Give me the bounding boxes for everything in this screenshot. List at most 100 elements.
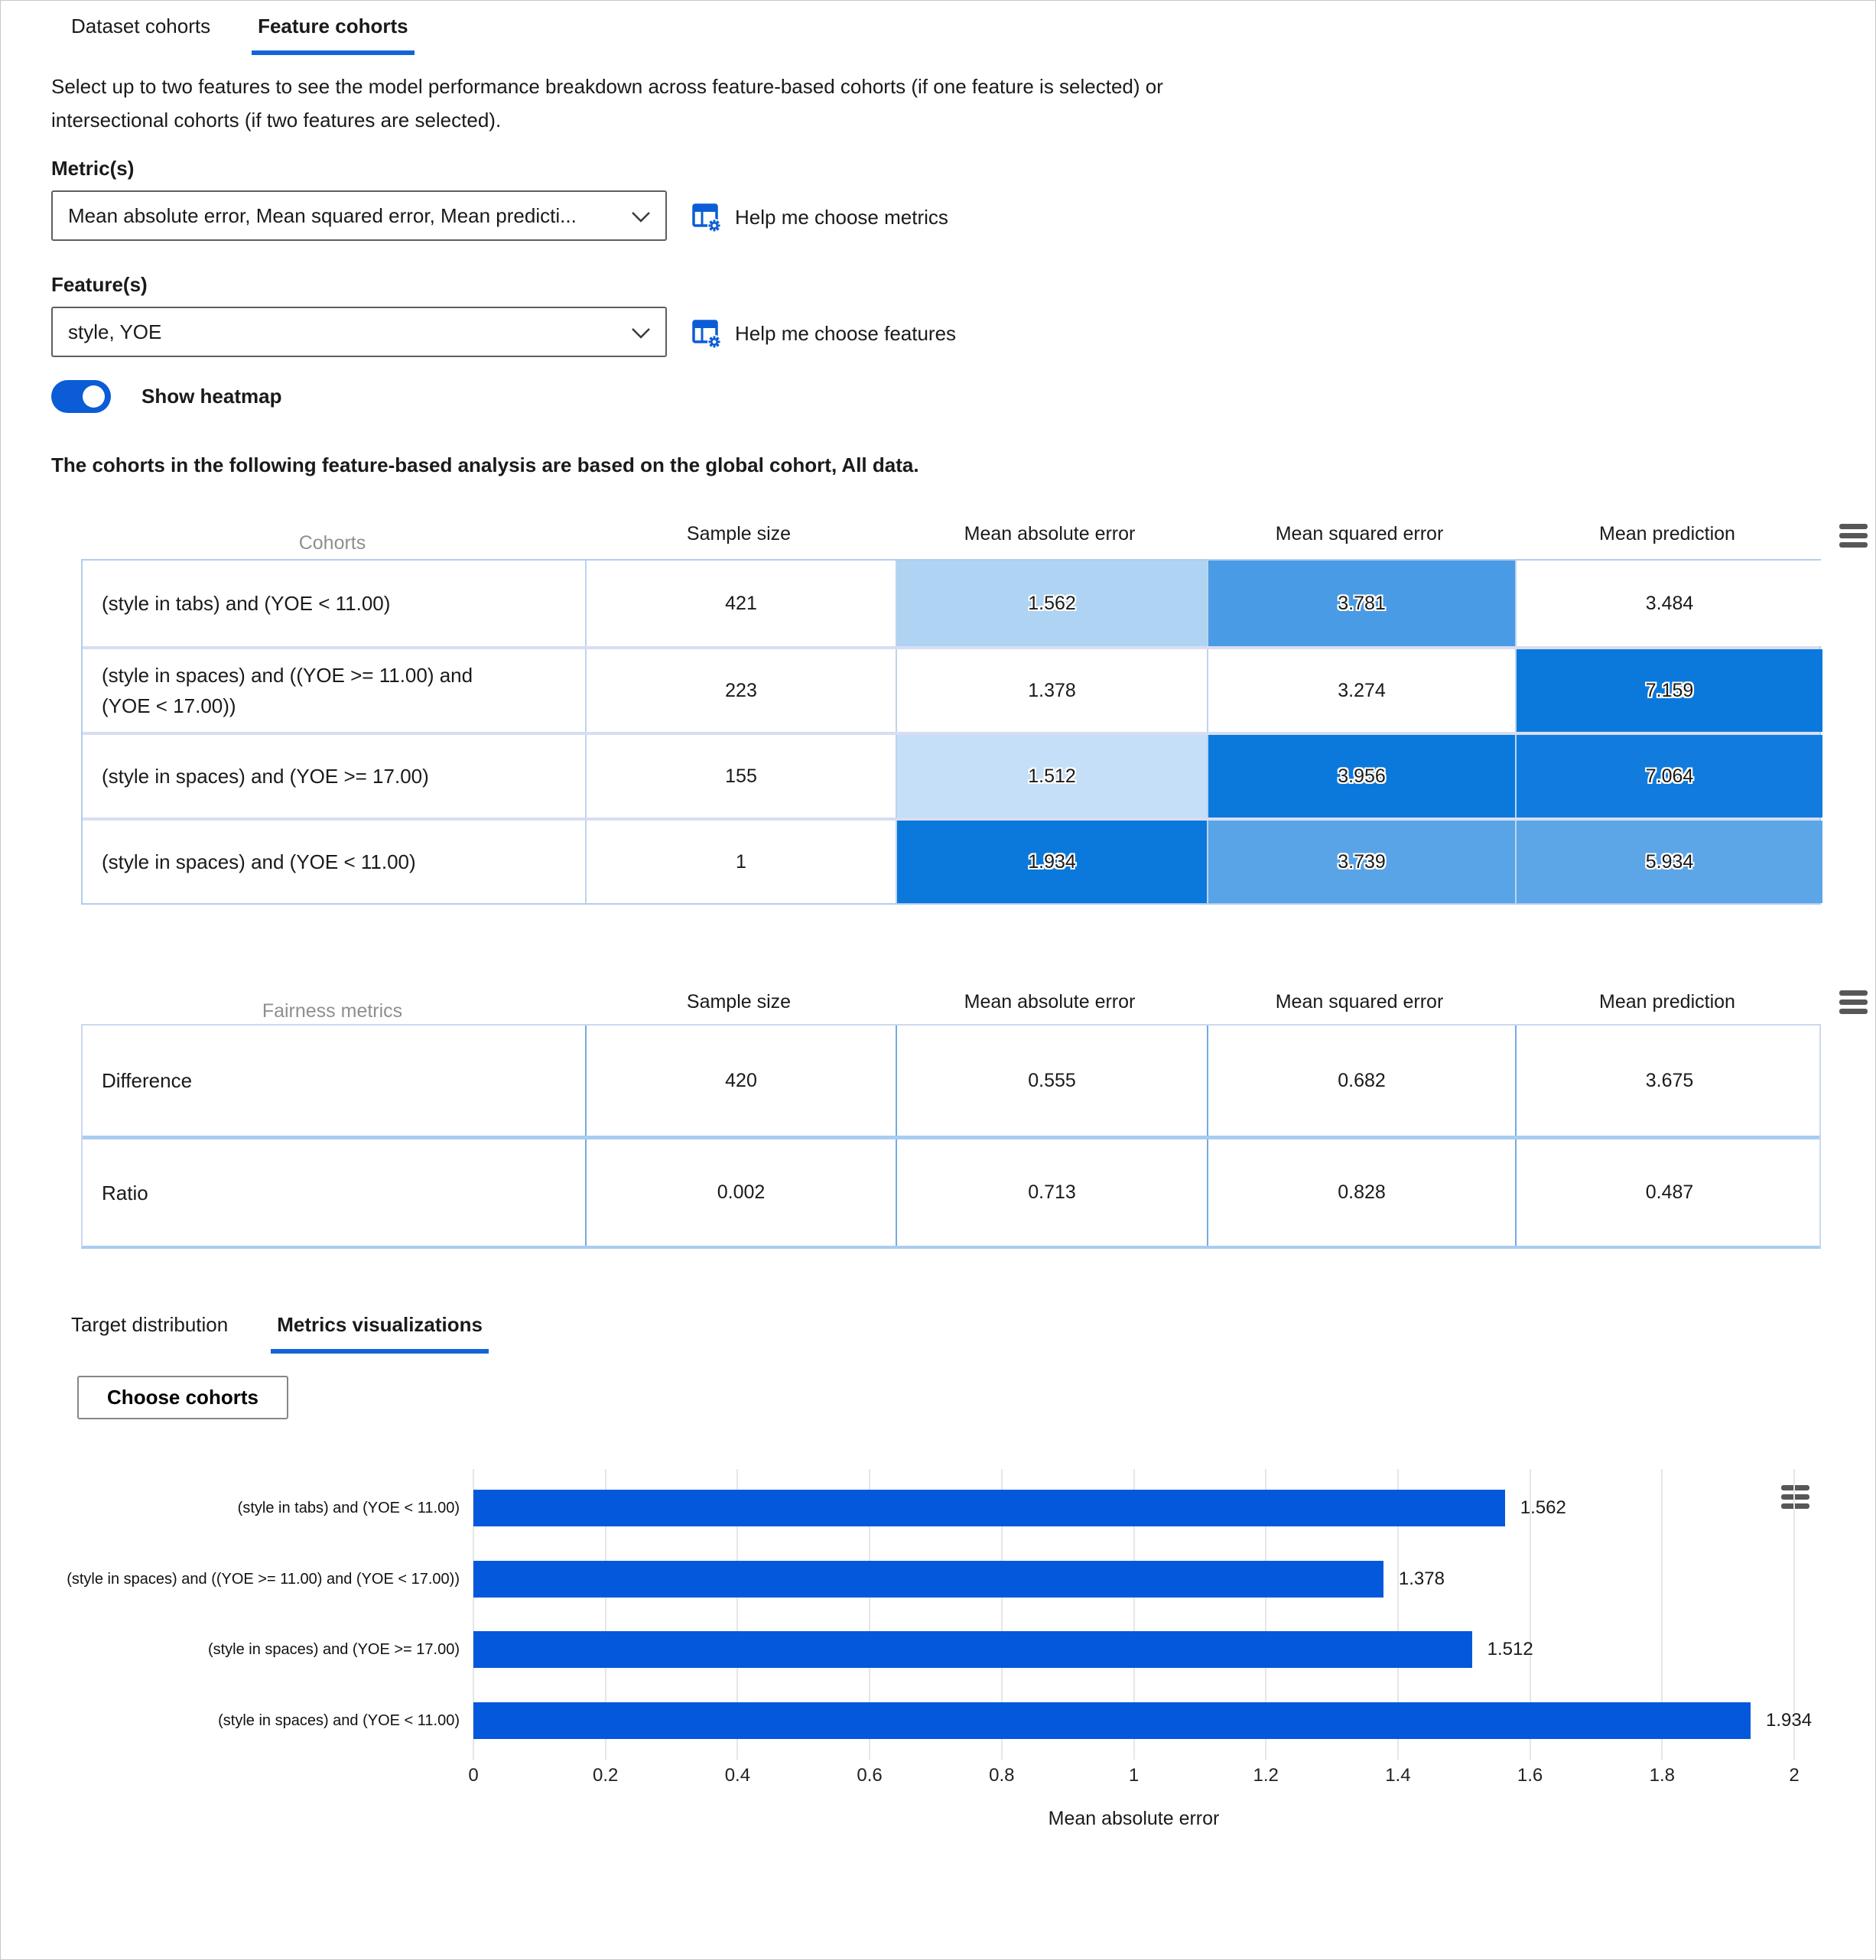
x-tick-label: 2: [1789, 1765, 1800, 1786]
choose-cohorts-button[interactable]: Choose cohorts: [77, 1376, 288, 1419]
help-choose-features-link[interactable]: Help me choose features: [691, 310, 956, 357]
column-header: Sample size: [686, 523, 792, 544]
fairness-value-cell: 0.487: [1515, 1139, 1822, 1246]
fairness-label-cell: Difference: [102, 1069, 193, 1092]
fairness-row: Ratio 0.002 0.713 0.828 0.487: [83, 1136, 1819, 1246]
gridline: [1396, 1469, 1399, 1760]
features-field-label: Feature(s): [51, 273, 148, 296]
gridline: [1793, 1469, 1795, 1760]
show-heatmap-toggle[interactable]: [51, 380, 111, 413]
fairness-metrics-column-header: Fairness metrics: [262, 1000, 403, 1022]
fairness-value-cell: 0.713: [896, 1139, 1207, 1246]
cohort-row: (style in spaces) and ((YOE >= 11.00) an…: [83, 646, 1822, 732]
sample-size-cell: 1: [585, 821, 896, 903]
x-tick-label: 0.2: [593, 1765, 619, 1786]
gridline: [736, 1469, 739, 1760]
metrics-bar-chart: Mean absolute error 0 0.2 0.4 0.6 0.8 1 1.2 1.4…: [1, 1458, 1875, 1916]
help-choose-metrics-label: Help me choose metrics: [735, 205, 948, 229]
sample-size-cell: 223: [585, 649, 896, 732]
gridline: [869, 1469, 871, 1760]
chart-menu-icon[interactable]: [1781, 1485, 1809, 1509]
tab-dataset-cohorts[interactable]: Dataset cohorts: [71, 15, 211, 37]
heatmap-cell: 7.064: [1515, 735, 1822, 817]
x-tick-label: 0.6: [857, 1765, 883, 1786]
y-category-label: (style in spaces) and ((YOE >= 11.00) an…: [67, 1570, 460, 1588]
heatmap-cell: 1.562: [896, 561, 1207, 646]
heatmap-cell: 3.739: [1207, 821, 1515, 903]
x-tick-label: 1.8: [1649, 1765, 1675, 1786]
column-header: Mean absolute error: [964, 523, 1136, 544]
column-header: Mean squared error: [1275, 523, 1444, 544]
cohort-row: (style in spaces) and (YOE < 11.00) 1 1.93…: [83, 817, 1822, 903]
heatmap-cell: 3.484: [1515, 561, 1822, 646]
cohorts-column-header: Cohorts: [298, 532, 366, 554]
tab-feature-cohorts[interactable]: Feature cohorts: [250, 2, 416, 55]
bar: [473, 1490, 1505, 1526]
gridline: [1133, 1469, 1135, 1760]
cohort-row: (style in tabs) and (YOE < 11.00) 421 1.56…: [83, 561, 1822, 646]
y-category-label: (style in spaces) and (YOE < 11.00): [218, 1711, 460, 1729]
hamburger-menu-icon[interactable]: [1839, 990, 1868, 1014]
heatmap-cell: 3.781: [1207, 561, 1515, 646]
x-tick-label: 1.4: [1385, 1765, 1411, 1786]
x-tick-label: 1.2: [1253, 1765, 1279, 1786]
x-tick-label: 0.4: [724, 1765, 751, 1786]
show-heatmap-label: Show heatmap: [141, 385, 282, 408]
heatmap-cell: 3.274: [1207, 649, 1515, 732]
bar-value-label: 1.512: [1487, 1639, 1533, 1659]
heatmap-toggle-row: Show heatmap: [51, 380, 281, 413]
fairness-value-cell: 3.675: [1515, 1026, 1822, 1136]
bar-value-label: 1.378: [1398, 1568, 1445, 1589]
column-header: Mean absolute error: [964, 991, 1136, 1013]
bar-value-label: 1.934: [1766, 1709, 1813, 1731]
fairness-value-cell: 0.828: [1207, 1139, 1515, 1246]
table-settings-icon: [692, 320, 721, 349]
heatmap-cell: 1.512: [896, 735, 1207, 817]
fairness-table-header: Fairness metrics Sample size Mean absolut…: [81, 978, 1821, 1022]
toggle-knob: [83, 385, 105, 408]
bar: [473, 1702, 1751, 1739]
cohort-row: (style in spaces) and (YOE >= 17.00) 155 1…: [83, 732, 1822, 817]
table-settings-icon: [692, 203, 721, 232]
metrics-field-label: Metric(s): [51, 157, 135, 180]
gridline: [1000, 1469, 1003, 1760]
column-header: Sample size: [686, 991, 792, 1013]
column-header: Mean prediction: [1599, 991, 1735, 1013]
gridline: [1529, 1469, 1531, 1760]
gridline: [604, 1469, 606, 1760]
chevron-down-icon: [632, 212, 650, 223]
fairness-row: Difference 420 0.555 0.682 3.675: [83, 1026, 1819, 1136]
gridline: [1265, 1469, 1267, 1760]
fairness-value-cell: 0.002: [585, 1139, 896, 1246]
help-choose-metrics-link[interactable]: Help me choose metrics: [691, 193, 948, 241]
gridline: [1661, 1469, 1663, 1760]
y-category-label: (style in tabs) and (YOE < 11.00): [237, 1500, 460, 1516]
x-tick-label: 1.6: [1517, 1765, 1543, 1786]
fairness-value-cell: 0.682: [1207, 1026, 1515, 1136]
hamburger-menu-icon[interactable]: [1839, 524, 1868, 548]
cohorts-table-header: Cohorts Sample size Mean absolute error Me…: [81, 510, 1821, 554]
bar: [473, 1631, 1472, 1668]
bar: [473, 1560, 1383, 1598]
page-description: Select up to two features to see the mod…: [51, 75, 1163, 132]
tab-metrics-visualizations[interactable]: Metrics visualizations: [269, 1301, 490, 1354]
metrics-dropdown[interactable]: Mean absolute error, Mean squared error,…: [51, 190, 667, 241]
fairness-value-cell: 420: [585, 1026, 896, 1136]
fairness-value-cell: 0.555: [896, 1026, 1207, 1136]
column-header: Mean prediction: [1599, 523, 1735, 544]
tab-target-distribution[interactable]: Target distribution: [71, 1313, 229, 1336]
metrics-dropdown-value: Mean absolute error, Mean squared error,…: [68, 203, 577, 227]
features-dropdown-value: style, YOE: [68, 320, 162, 343]
x-tick-label: 1: [1128, 1765, 1140, 1786]
global-cohort-note: The cohorts in the following feature-bas…: [51, 453, 919, 476]
cohort-label-cell: (style in spaces) and ((YOE >= 11.00) an…: [102, 664, 473, 717]
bar-value-label: 1.562: [1520, 1497, 1566, 1518]
features-dropdown[interactable]: style, YOE: [51, 307, 667, 357]
fairness-table: Difference 420 0.555 0.682 3.675 Ratio 0.002 0.…: [81, 1024, 1821, 1249]
sample-size-cell: 421: [585, 561, 896, 646]
sample-size-cell: 155: [585, 735, 896, 817]
x-tick-label: 0: [468, 1765, 479, 1786]
heatmap-cell: 7.159: [1515, 649, 1822, 732]
fairness-label-cell: Ratio: [102, 1181, 148, 1204]
